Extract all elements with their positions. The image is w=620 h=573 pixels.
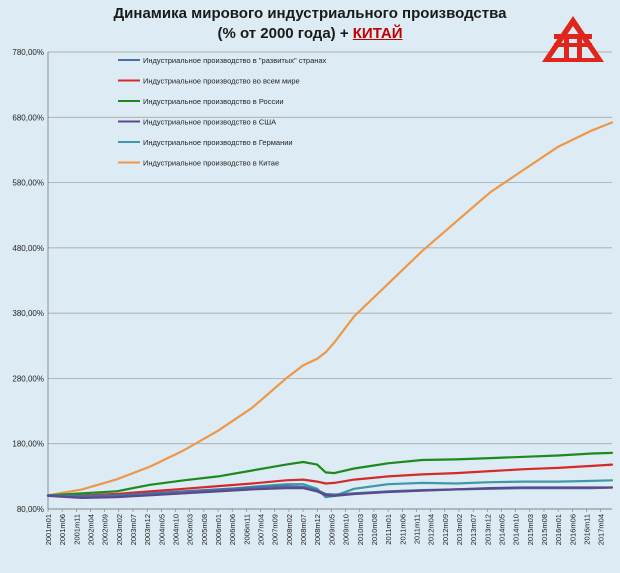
x-tick-label: 2006m01 xyxy=(214,514,223,545)
series-line xyxy=(46,121,614,497)
legend-label: Индустриальное производство в "развитых"… xyxy=(143,56,327,65)
x-tick-label: 2002m04 xyxy=(87,514,96,545)
x-tick-label: 2001m06 xyxy=(58,514,67,545)
x-tick-label: 2006m11 xyxy=(242,514,251,545)
y-tick-label: 680,00% xyxy=(12,113,44,122)
legend-label: Индустриальное производство в Китае xyxy=(143,159,279,168)
x-tick-label: 2008m07 xyxy=(299,514,308,545)
legend-label: Индустриальное производство во всем мире xyxy=(143,77,300,86)
x-tick-label: 2016m06 xyxy=(568,514,577,545)
x-tick-label: 2014m10 xyxy=(512,514,521,545)
x-tick-label: 2011m01 xyxy=(384,514,393,545)
series-lines xyxy=(46,121,614,499)
x-tick-label: 2002m09 xyxy=(101,514,110,545)
x-tick-label: 2007m09 xyxy=(271,514,280,545)
y-tick-label: 480,00% xyxy=(12,244,44,253)
x-tick-label: 2014m05 xyxy=(497,514,506,545)
x-tick-label: 2013m12 xyxy=(483,514,492,545)
y-tick-label: 280,00% xyxy=(12,374,44,383)
x-tick-label: 2003m12 xyxy=(143,514,152,545)
legend: Индустриальное производство в "развитых"… xyxy=(118,56,327,168)
x-tick-label: 2016m01 xyxy=(554,514,563,545)
x-tick-label: 2009m10 xyxy=(342,514,351,545)
x-tick-label: 2012m04 xyxy=(427,514,436,545)
x-tick-label: 2005m08 xyxy=(200,514,209,545)
y-tick-label: 780,00% xyxy=(12,48,44,57)
x-tick-label: 2011m06 xyxy=(398,514,407,545)
chart-subtitle: (% от 2000 года) + КИТАЙ xyxy=(0,25,620,42)
y-tick-label: 580,00% xyxy=(12,179,44,188)
chart-subtitle-prefix: (% от 2000 года) + xyxy=(217,25,353,42)
x-tick-label: 2012m09 xyxy=(441,514,450,545)
y-axis-ticks: 80,00% 180,00% 280,00% 380,00% 480,00% 580,00… xyxy=(12,48,44,514)
series-line xyxy=(46,463,614,497)
x-tick-label: 2006m06 xyxy=(228,514,237,545)
x-tick-label: 2003m02 xyxy=(115,514,124,545)
x-tick-label: 2004m10 xyxy=(172,514,181,545)
x-tick-label: 2015m03 xyxy=(526,514,535,545)
x-tick-label: 2013m07 xyxy=(469,514,478,545)
y-tick-label: 80,00% xyxy=(17,505,44,514)
x-tick-label: 2001m11 xyxy=(72,514,81,545)
x-tick-label: 2010m08 xyxy=(370,514,379,545)
chart-title: Динамика мирового индустриального произв… xyxy=(113,5,507,22)
x-tick-label: 2016m11 xyxy=(582,514,591,545)
x-tick-label: 2007m04 xyxy=(257,514,266,545)
x-tick-label: 2015m08 xyxy=(540,514,549,545)
grid-lines xyxy=(47,51,612,510)
chart-subtitle-highlight: КИТАЙ xyxy=(352,25,403,42)
x-tick-label: 2004m05 xyxy=(157,514,166,545)
x-tick-label: 2009m05 xyxy=(327,514,336,545)
legend-label: Индустриальное производство в России xyxy=(143,97,284,106)
x-tick-label: 2013m02 xyxy=(455,514,464,545)
red-triangle-logo-icon xyxy=(542,16,604,62)
legend-label: Индустриальное производство в Германии xyxy=(143,138,293,147)
x-axis-ticks: 2001m01 2001m06 2001m11 2002m04 2002m09 2003m… xyxy=(44,509,606,545)
x-tick-label: 2001m01 xyxy=(44,514,53,545)
x-tick-label: 2005m03 xyxy=(186,514,195,545)
legend-label: Индустриальное производство в США xyxy=(143,118,276,127)
x-tick-label: 2010m03 xyxy=(356,514,365,545)
x-tick-label: 2011m11 xyxy=(412,514,421,544)
y-tick-label: 380,00% xyxy=(12,309,44,318)
x-tick-label: 2017m04 xyxy=(597,514,606,545)
y-tick-label: 180,00% xyxy=(12,440,44,449)
x-tick-label: 2008m02 xyxy=(285,514,294,545)
series-line xyxy=(46,486,614,499)
x-tick-label: 2008m12 xyxy=(313,514,322,545)
series-line xyxy=(46,451,614,497)
x-tick-label: 2003m07 xyxy=(129,514,138,545)
